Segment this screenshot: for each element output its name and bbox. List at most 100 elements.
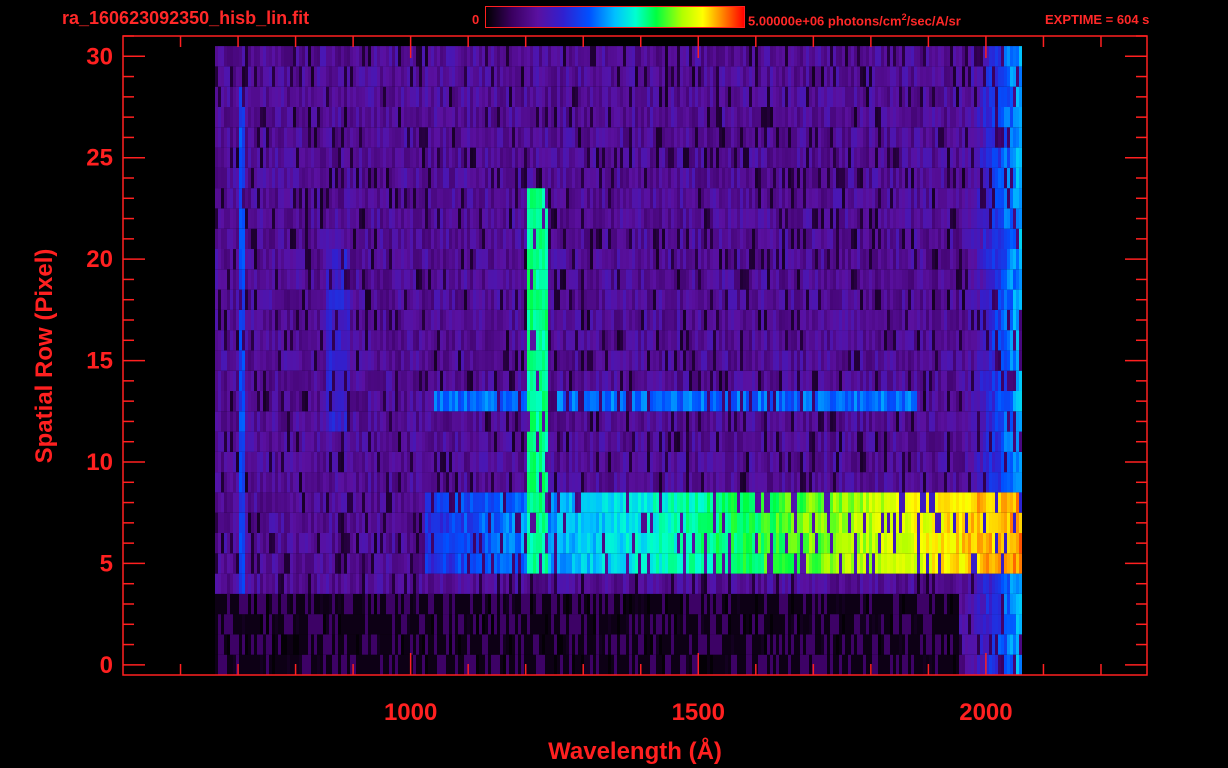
heatmap-cell xyxy=(821,614,824,635)
heatmap-cell xyxy=(806,512,809,533)
heatmap-cell xyxy=(731,492,734,513)
heatmap-cell xyxy=(584,593,587,615)
heatmap-cell xyxy=(983,472,986,493)
heatmap-cell xyxy=(710,492,713,513)
heatmap-cell xyxy=(812,533,815,554)
heatmap-cell xyxy=(497,370,500,391)
heatmap-cell xyxy=(779,533,782,554)
heatmap-cell xyxy=(542,492,545,513)
heatmap-cell xyxy=(755,512,758,533)
heatmap-cell xyxy=(710,451,713,473)
heatmap-cell xyxy=(404,492,407,513)
heatmap-cell xyxy=(641,654,644,675)
heatmap-cell xyxy=(896,451,899,473)
heatmap-cell xyxy=(542,411,545,432)
heatmap-cell xyxy=(581,533,584,554)
heatmap-cell xyxy=(866,330,869,351)
heatmap-cell xyxy=(662,593,665,615)
heatmap-cell xyxy=(932,512,935,533)
heatmap-cell xyxy=(968,309,971,331)
heatmap-cell xyxy=(344,614,347,635)
heatmap-cell xyxy=(887,593,890,615)
heatmap-cell xyxy=(857,451,860,473)
heatmap-cell xyxy=(728,634,731,655)
heatmap-cell xyxy=(251,431,254,452)
heatmap-cell xyxy=(470,370,473,391)
heatmap-cell xyxy=(824,350,827,371)
heatmap-cell xyxy=(941,492,944,513)
heatmap-cell xyxy=(812,614,815,635)
heatmap-cell xyxy=(236,350,239,371)
heatmap-cell xyxy=(377,512,380,533)
heatmap-cell xyxy=(833,533,836,554)
heatmap-cell xyxy=(572,350,575,371)
heatmap-cell xyxy=(707,391,710,412)
heatmap-cell xyxy=(950,533,953,554)
heatmap-cell xyxy=(689,593,692,615)
heatmap-cell xyxy=(827,614,830,635)
heatmap-cell xyxy=(224,512,227,533)
heatmap-cell xyxy=(950,370,953,391)
heatmap-cell xyxy=(359,512,362,533)
heatmap-cell xyxy=(422,289,425,310)
heatmap-cell xyxy=(800,654,803,675)
heatmap-cell xyxy=(818,553,821,574)
heatmap-cell xyxy=(731,614,734,635)
heatmap-cell xyxy=(533,593,536,615)
heatmap-cell xyxy=(641,492,644,513)
heatmap-cell xyxy=(737,350,740,371)
heatmap-cell xyxy=(272,309,275,331)
heatmap-cell xyxy=(875,451,878,473)
heatmap-cell xyxy=(818,533,821,554)
heatmap-cell xyxy=(734,593,737,615)
heatmap-cell xyxy=(728,370,731,391)
heatmap-cell xyxy=(386,553,389,574)
heatmap-cell xyxy=(755,634,758,655)
heatmap-cell xyxy=(473,472,476,493)
heatmap-cell xyxy=(1019,593,1022,615)
heatmap-cell xyxy=(734,309,737,331)
heatmap-cell xyxy=(932,654,935,675)
heatmap-cell xyxy=(881,533,884,554)
heatmap-cell xyxy=(938,654,941,675)
heatmap-cell xyxy=(626,289,629,310)
heatmap-cell xyxy=(875,370,878,391)
heatmap-cell xyxy=(680,553,683,574)
heatmap-cell xyxy=(833,472,836,493)
heatmap-cell xyxy=(680,634,683,655)
heatmap-cell xyxy=(506,472,509,493)
heatmap-cell xyxy=(743,411,746,432)
heatmap-cell xyxy=(521,634,524,655)
heatmap-cell xyxy=(521,350,524,371)
heatmap-cell xyxy=(767,350,770,371)
heatmap-cell xyxy=(986,492,989,513)
heatmap-cell xyxy=(383,309,386,331)
heatmap-cell xyxy=(827,654,830,675)
heatmap-cell xyxy=(689,573,692,594)
heatmap-cell xyxy=(434,573,437,594)
heatmap-cell xyxy=(887,533,890,554)
heatmap-cell xyxy=(611,330,614,351)
heatmap-cell xyxy=(530,512,533,533)
heatmap-cell xyxy=(311,512,314,533)
heatmap-cell xyxy=(899,614,902,635)
heatmap-cell xyxy=(386,411,389,432)
heatmap-cell xyxy=(929,431,932,452)
heatmap-cell xyxy=(650,350,653,371)
heatmap-cell xyxy=(461,391,464,412)
heatmap-cell xyxy=(455,391,458,412)
heatmap-cell xyxy=(218,472,221,493)
heatmap-cell xyxy=(815,350,818,371)
heatmap-cell xyxy=(251,451,254,473)
heatmap-cell xyxy=(674,330,677,351)
heatmap-cell xyxy=(305,411,308,432)
heatmap-cell xyxy=(956,593,959,615)
heatmap-cell xyxy=(875,492,878,513)
heatmap-cell xyxy=(233,309,236,331)
heatmap-cell xyxy=(410,309,413,331)
heatmap-cell xyxy=(539,472,542,493)
heatmap-cell xyxy=(224,309,227,331)
heatmap-cell xyxy=(446,309,449,331)
heatmap-cell xyxy=(458,533,461,554)
heatmap-cell xyxy=(653,451,656,473)
